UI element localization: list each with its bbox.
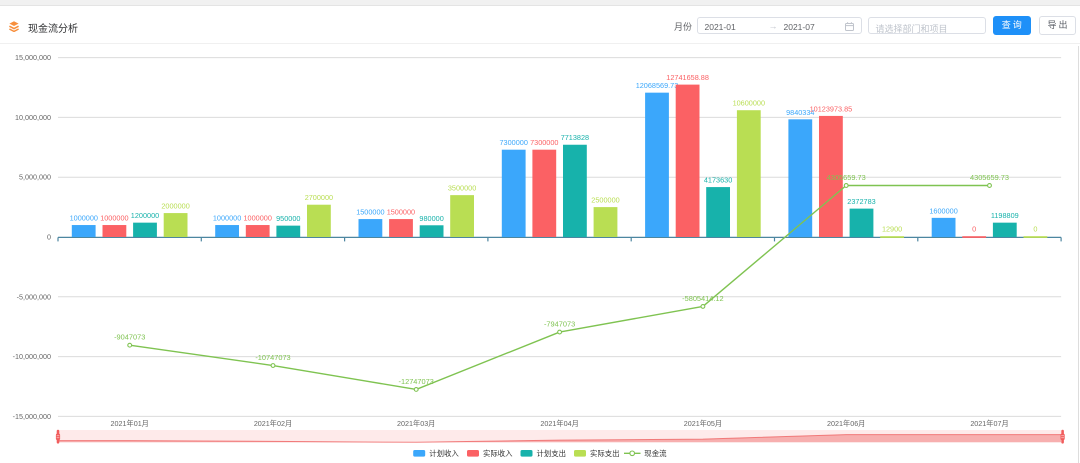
svg-text:9840334: 9840334 [786, 108, 814, 117]
svg-text:7300000: 7300000 [530, 138, 558, 147]
svg-text:4305659.73: 4305659.73 [827, 173, 866, 182]
svg-text:2372783: 2372783 [847, 197, 875, 206]
svg-text:2021年07月: 2021年07月 [970, 419, 1008, 428]
svg-text:-9047073: -9047073 [114, 333, 145, 342]
svg-text:-7947073: -7947073 [544, 320, 575, 329]
svg-text:4305659.73: 4305659.73 [970, 173, 1009, 182]
svg-text:3500000: 3500000 [448, 184, 476, 193]
svg-text:1500000: 1500000 [356, 208, 384, 217]
svg-text:10,000,000: 10,000,000 [15, 113, 51, 122]
svg-text:1200000: 1200000 [131, 211, 159, 220]
svg-text:2021年02月: 2021年02月 [254, 419, 292, 428]
svg-text:2021年05月: 2021年05月 [684, 419, 722, 428]
svg-text:计划支出: 计划支出 [537, 449, 567, 458]
svg-text:-10,000,000: -10,000,000 [13, 352, 51, 361]
svg-text:2000000: 2000000 [161, 202, 189, 211]
svg-text:12068569.73: 12068569.73 [636, 81, 679, 90]
svg-text:5,000,000: 5,000,000 [19, 173, 51, 182]
svg-text:4173630: 4173630 [704, 176, 732, 185]
svg-text:2500000: 2500000 [591, 196, 619, 205]
svg-text:1600000: 1600000 [929, 206, 957, 215]
svg-text:2021年01月: 2021年01月 [111, 419, 149, 428]
svg-text:7300000: 7300000 [499, 138, 527, 147]
svg-text:1198809: 1198809 [991, 211, 1019, 220]
svg-text:15,000,000: 15,000,000 [15, 53, 51, 62]
svg-text:12741658.88: 12741658.88 [666, 73, 709, 82]
svg-text:12900: 12900 [882, 225, 902, 234]
svg-text:10123973.85: 10123973.85 [810, 104, 853, 113]
svg-text:1000000: 1000000 [213, 214, 241, 223]
svg-text:2021年04月: 2021年04月 [540, 419, 578, 428]
svg-text:1000000: 1000000 [100, 214, 128, 223]
svg-text:0: 0 [47, 233, 51, 242]
svg-text:0: 0 [1033, 225, 1037, 234]
svg-text:-12747073: -12747073 [399, 377, 434, 386]
svg-text:980000: 980000 [419, 214, 443, 223]
svg-text:1000000: 1000000 [70, 214, 98, 223]
svg-text:现金流: 现金流 [644, 449, 667, 458]
svg-text:1000000: 1000000 [243, 214, 271, 223]
svg-text:-10747073: -10747073 [255, 353, 290, 362]
svg-text:-5805414.12: -5805414.12 [682, 294, 724, 303]
svg-text:0: 0 [972, 225, 976, 234]
svg-text:2021年03月: 2021年03月 [397, 419, 435, 428]
svg-text:1500000: 1500000 [387, 208, 415, 217]
svg-text:950000: 950000 [276, 214, 300, 223]
svg-text:2021年06月: 2021年06月 [827, 419, 865, 428]
svg-text:2700000: 2700000 [305, 193, 333, 202]
svg-text:7713828: 7713828 [561, 133, 589, 142]
svg-text:-15,000,000: -15,000,000 [13, 412, 51, 421]
svg-text:实际支出: 实际支出 [590, 449, 620, 458]
svg-text:-5,000,000: -5,000,000 [17, 292, 51, 301]
svg-text:10600000: 10600000 [733, 99, 765, 108]
svg-text:计划收入: 计划收入 [429, 449, 459, 458]
svg-text:实际收入: 实际收入 [483, 449, 513, 458]
